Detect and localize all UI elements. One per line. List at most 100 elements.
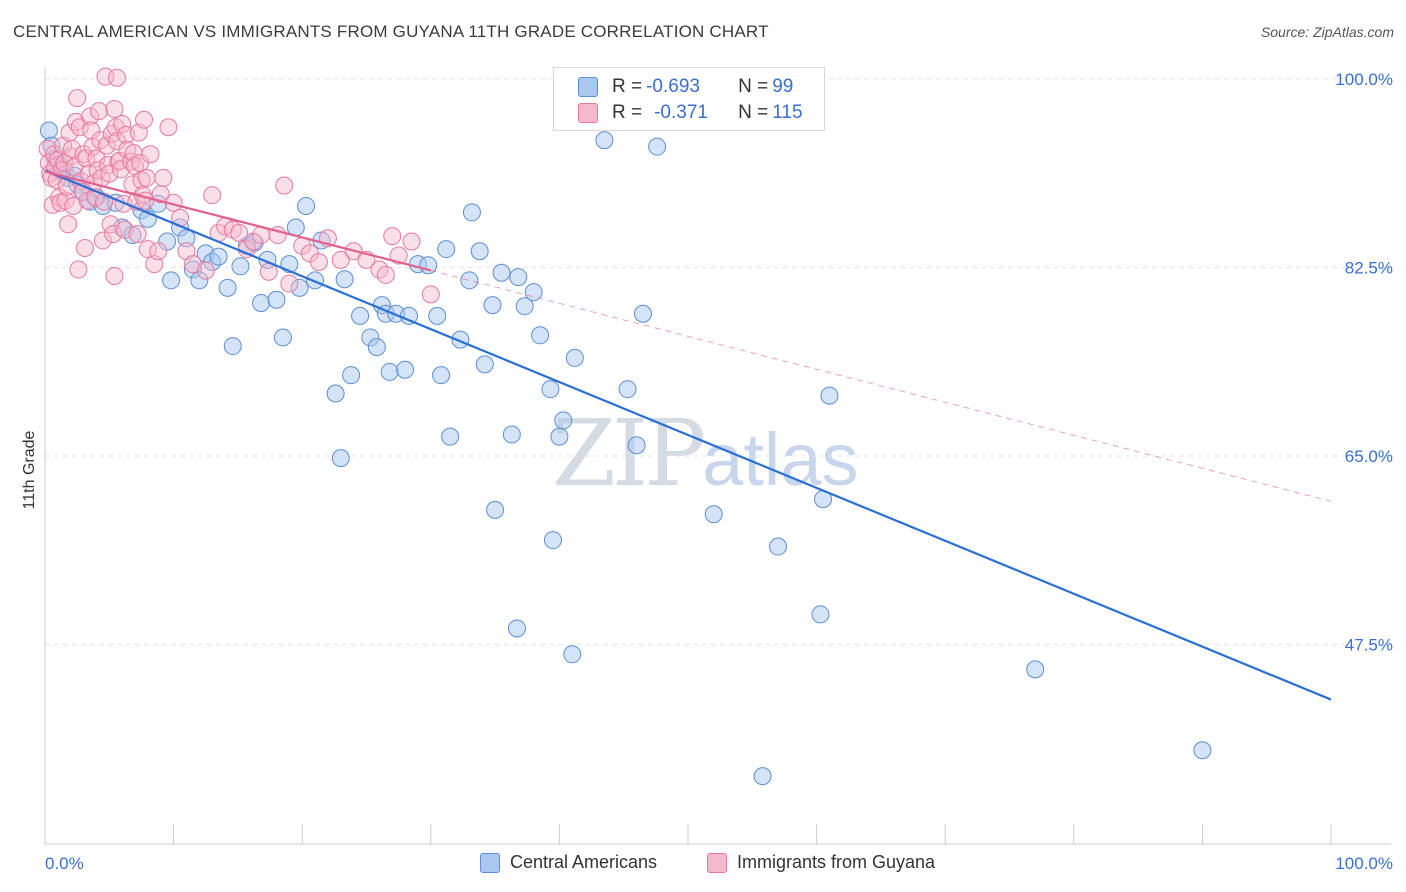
central-americans-point xyxy=(554,411,573,430)
guyana-point xyxy=(90,102,109,121)
central-americans-point xyxy=(531,326,550,345)
guyana-point xyxy=(64,196,83,215)
guyana-point xyxy=(69,260,88,279)
central-americans-point xyxy=(1193,741,1212,760)
central-americans-point xyxy=(39,121,58,140)
guyana-point xyxy=(105,99,124,118)
guyana-point xyxy=(96,67,115,86)
central-americans-point xyxy=(595,131,614,150)
central-americans-point xyxy=(273,328,292,347)
guyana-point xyxy=(196,261,215,280)
central-americans-point xyxy=(290,278,309,297)
pink-swatch xyxy=(707,852,727,873)
blue-swatch xyxy=(480,852,500,873)
central-americans-point xyxy=(509,268,528,287)
central-americans-point xyxy=(462,203,481,222)
central-americans-point xyxy=(367,338,386,357)
central-americans-point xyxy=(252,293,271,312)
guyana-point xyxy=(135,110,154,129)
guyana-point xyxy=(389,246,408,265)
guyana-point xyxy=(81,107,100,126)
n-value: 99 xyxy=(772,76,794,97)
guyana-point xyxy=(230,223,249,242)
guyana-point xyxy=(108,68,127,87)
guyana-point xyxy=(421,285,440,304)
central-americans-point xyxy=(432,366,451,385)
central-americans-point xyxy=(331,449,350,468)
central-americans-point xyxy=(342,366,361,385)
n-value: 115 xyxy=(772,102,803,123)
central-americans-point xyxy=(437,240,456,259)
central-americans-trendline xyxy=(44,169,1332,701)
chart-title: CENTRAL AMERICAN VS IMMIGRANTS FROM GUYA… xyxy=(13,22,769,41)
central-americans-point xyxy=(627,436,646,455)
central-americans-point xyxy=(563,645,582,664)
central-americans-point xyxy=(470,242,489,261)
series-legend: Central Americans Immigrants from Guyana xyxy=(0,852,1406,878)
source-credit: Source: ZipAtlas.com xyxy=(1260,24,1394,40)
central-americans-point xyxy=(769,537,788,556)
watermark-atlas: atlas xyxy=(702,418,859,501)
central-americans-point xyxy=(550,427,569,446)
guyana-point xyxy=(159,118,178,137)
central-americans-point xyxy=(820,386,839,405)
central-americans-point xyxy=(335,270,354,289)
guyana-point xyxy=(309,253,328,271)
central-americans-point xyxy=(565,348,584,367)
central-americans-point xyxy=(297,196,316,215)
guyana-trendline-extension xyxy=(430,269,1332,502)
guyana-point xyxy=(376,265,395,284)
legend-label: Immigrants from Guyana xyxy=(737,852,936,872)
x-tick-label: 0.0% xyxy=(45,854,84,873)
guyana-point xyxy=(275,176,294,195)
guyana-point xyxy=(137,168,156,187)
guyana-point xyxy=(105,267,124,286)
central-americans-point xyxy=(502,425,521,444)
central-americans-point xyxy=(223,337,242,356)
central-americans-point xyxy=(543,531,562,550)
guyana-point xyxy=(154,168,173,187)
guyana-point xyxy=(244,232,263,251)
r-label: R = xyxy=(612,76,643,97)
guyana-point xyxy=(97,136,116,155)
guyana-point xyxy=(55,153,74,172)
central-americans-point xyxy=(486,500,505,519)
central-americans-point xyxy=(396,360,415,379)
guyana-point xyxy=(280,274,299,293)
central-americans-point xyxy=(162,271,181,290)
n-label: N = xyxy=(738,76,769,97)
central-americans-point xyxy=(507,619,526,638)
central-americans-point xyxy=(541,380,560,399)
guyana-point xyxy=(83,137,102,156)
central-americans-point xyxy=(209,247,228,266)
guyana-point xyxy=(104,224,123,243)
central-americans-point xyxy=(492,263,511,282)
stats-row-central-americans: R = -0.693 N = 99 xyxy=(578,75,793,99)
stats-row-guyana: R = -0.371 N = 115 xyxy=(578,101,803,125)
y-tick-label: 100.0% xyxy=(1335,70,1393,89)
central-americans-point xyxy=(515,297,534,316)
central-americans-point xyxy=(811,605,830,624)
central-americans-point xyxy=(158,232,177,251)
central-americans-point xyxy=(483,296,502,315)
pink-swatch xyxy=(578,103,598,123)
guyana-point xyxy=(77,149,96,168)
central-americans-point xyxy=(648,137,667,156)
central-americans-point xyxy=(326,384,345,403)
central-americans-point xyxy=(351,306,370,325)
r-value: -0.693 xyxy=(646,76,700,97)
central-americans-point xyxy=(475,355,494,374)
central-americans-point xyxy=(704,505,723,524)
guyana-point xyxy=(113,115,132,134)
central-americans-point xyxy=(441,427,460,446)
guyana-point xyxy=(331,250,350,269)
guyana-point xyxy=(68,89,87,108)
legend-item-guyana[interactable]: Immigrants from Guyana xyxy=(707,852,935,873)
guyana-point xyxy=(111,160,130,179)
legend-item-central-americans[interactable]: Central Americans xyxy=(480,852,657,873)
central-americans-point xyxy=(380,362,399,381)
central-americans-point xyxy=(753,767,772,786)
guyana-point xyxy=(82,121,101,140)
y-tick-label: 47.5% xyxy=(1345,636,1393,655)
